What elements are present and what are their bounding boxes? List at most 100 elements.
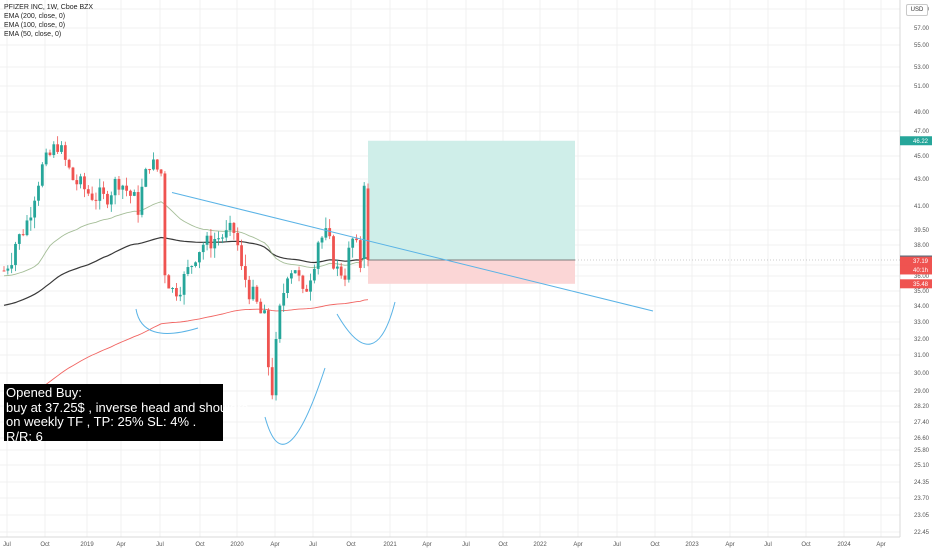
price-tag-2: 37.19	[900, 256, 932, 266]
candle-body	[29, 217, 33, 221]
candle-65	[251, 279, 255, 301]
x-tick-1: Oct	[40, 542, 50, 548]
candle-51	[198, 251, 201, 269]
candle-body	[320, 237, 324, 243]
x-tick-3: Apr	[116, 542, 125, 548]
candle-13	[52, 141, 56, 158]
candle-body	[278, 305, 282, 339]
candle-body	[140, 186, 144, 215]
candle-30	[117, 176, 121, 196]
candle-body	[148, 169, 151, 171]
currency-label[interactable]: USD	[906, 4, 928, 16]
price-tag-3: 40:1h	[900, 265, 932, 275]
left-shoulder-arc	[135, 308, 199, 334]
y-tick-5: 25.80	[914, 448, 930, 454]
candle-body	[351, 238, 355, 248]
y-tick-12: 32.00	[914, 337, 930, 343]
candle-21	[83, 172, 86, 198]
candle-94	[362, 182, 366, 269]
candle-body	[224, 230, 228, 238]
y-tick-8: 28.20	[914, 404, 930, 410]
candle-body	[259, 301, 263, 314]
x-tick-4: Jul	[156, 542, 164, 548]
candle-53	[205, 232, 209, 251]
candle-body	[56, 144, 60, 152]
price-axis: 22.45 23.05 23.70 24.35 25.10 25.80 26.60 27.40…	[914, 7, 930, 536]
legend-title: PFIZER INC, 1W, Cboe BZX	[4, 4, 94, 11]
candle-79	[305, 284, 309, 292]
candle-67	[259, 298, 263, 314]
candle-body	[343, 275, 347, 280]
candle-87	[335, 259, 339, 277]
candle-body	[106, 193, 109, 205]
y-tick-11: 31.00	[914, 353, 930, 359]
candle-body	[186, 267, 190, 274]
candle-48	[186, 259, 190, 277]
chart-legend: PFIZER INC, 1W, Cboe BZX EMA (200, close…	[4, 3, 93, 39]
candle-90	[347, 241, 351, 283]
y-tick-18: 38.00	[914, 243, 930, 249]
candle-body	[243, 266, 247, 280]
candle-75	[289, 270, 293, 284]
candle-body	[194, 262, 197, 267]
candle-body	[60, 145, 63, 152]
candle-body	[274, 338, 278, 396]
candle-body	[289, 273, 293, 279]
candle-63	[243, 254, 247, 288]
position-zones	[368, 140, 900, 284]
y-tick-3: 24.35	[914, 480, 930, 486]
candle-body	[182, 273, 186, 295]
candle-body	[25, 220, 29, 236]
candle-28	[109, 191, 113, 212]
candle-56	[217, 231, 220, 246]
candle-body	[263, 310, 266, 314]
candle-25	[98, 178, 102, 210]
candle-40	[155, 159, 159, 172]
candle-body	[171, 288, 174, 290]
candle-body	[175, 288, 178, 297]
candle-body	[355, 238, 358, 241]
y-tick-0: 22.45	[914, 530, 930, 536]
x-tick-18: 2023	[685, 542, 699, 548]
y-tick-14: 34.00	[914, 304, 930, 310]
candle-body	[213, 239, 217, 249]
candle-46	[178, 286, 182, 302]
candle-22	[86, 185, 90, 197]
y-tick-26: 53.00	[914, 65, 930, 71]
y-tick-19: 39.50	[914, 228, 930, 234]
candle-body	[332, 236, 335, 269]
candle-62	[240, 239, 243, 270]
candle-body	[221, 237, 224, 239]
candle-body	[309, 280, 312, 292]
candle-body	[228, 222, 232, 231]
x-tick-11: Apr	[422, 542, 431, 548]
candle-59	[228, 215, 232, 237]
y-tick-2: 23.70	[914, 496, 930, 502]
price-tag-label: 40:1h	[913, 268, 928, 274]
candle-body	[33, 200, 37, 218]
candle-body	[236, 232, 240, 246]
candle-body	[10, 265, 14, 269]
candle-body	[362, 185, 366, 259]
candle-11	[44, 148, 48, 167]
loss-zone	[368, 260, 575, 284]
trade-note[interactable]: Opened Buy: buy at 37.25$ , inverse head…	[4, 384, 248, 443]
candle-27	[106, 190, 109, 209]
candle-5	[21, 229, 25, 237]
candle-26	[102, 181, 106, 200]
y-tick-9: 29.00	[914, 389, 930, 395]
y-tick-27: 55.00	[914, 43, 930, 49]
candle-body	[144, 169, 148, 187]
candle-74	[286, 276, 289, 299]
price-tag-bg	[900, 279, 932, 289]
candle-31	[121, 184, 125, 200]
candle-50	[194, 261, 197, 268]
candle-body	[159, 169, 163, 174]
candle-70	[270, 357, 274, 400]
candle-35	[136, 185, 140, 223]
x-tick-15: Apr	[573, 542, 582, 548]
candle-9	[37, 181, 40, 206]
candle-body	[339, 266, 343, 276]
